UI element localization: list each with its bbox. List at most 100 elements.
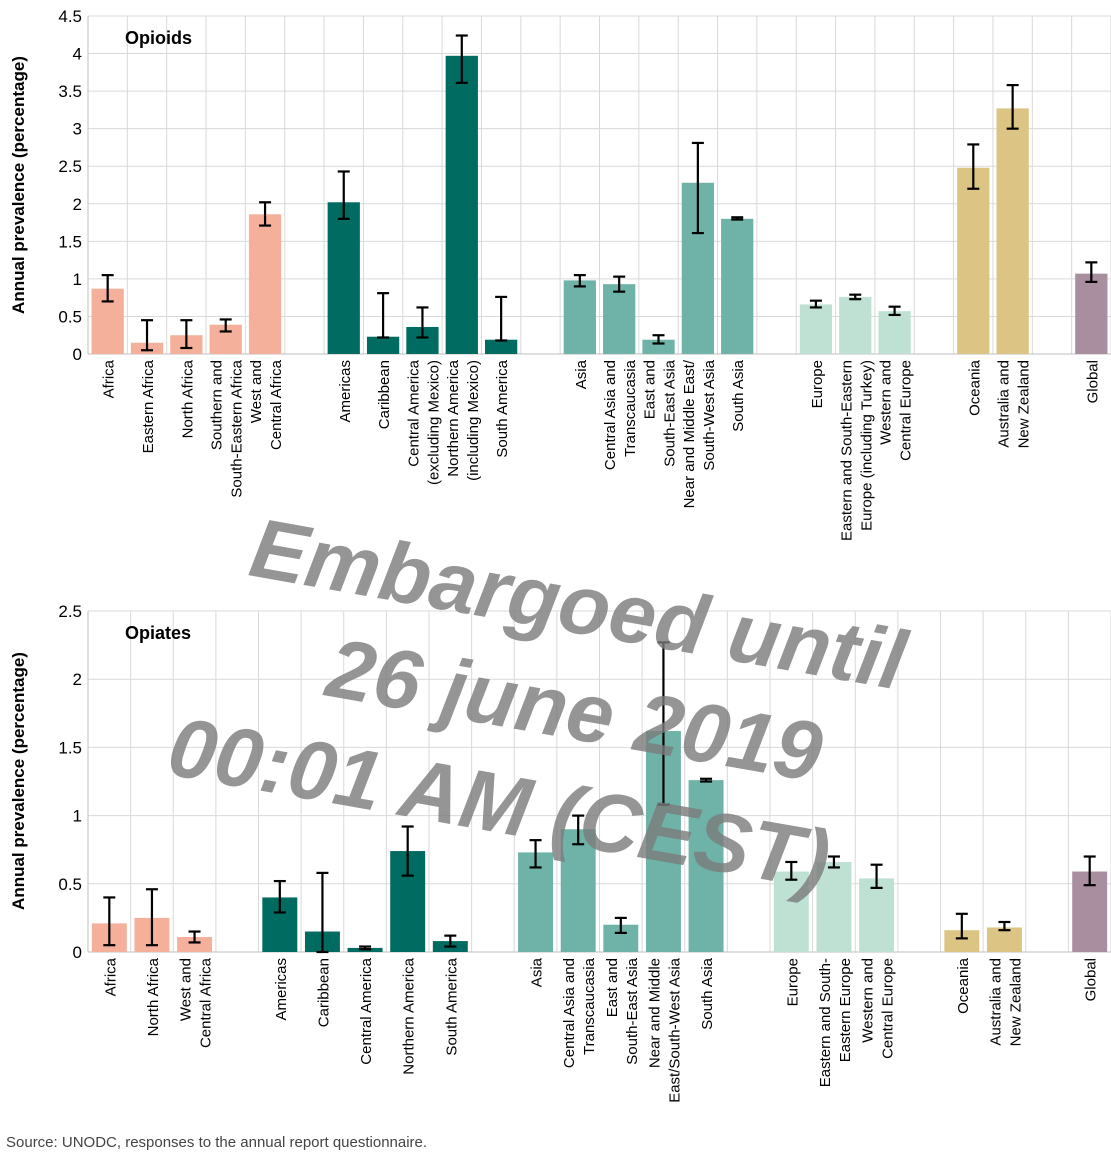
y-tick-label: 2	[73, 670, 82, 689]
x-tick-label: Europe	[784, 958, 801, 1006]
bar	[366, 336, 400, 354]
x-tick-label: Western and	[878, 360, 895, 445]
y-tick-label: 3.5	[58, 82, 82, 101]
bar	[327, 202, 360, 354]
x-tick-label: East and	[604, 958, 621, 1017]
x-tick-label: Western and	[860, 958, 877, 1043]
x-tick-label: Central Europe	[898, 360, 915, 461]
x-tick-label: Americas	[337, 360, 354, 423]
x-tick-label: Central America	[358, 957, 375, 1064]
x-tick-label: (including Mexico)	[465, 360, 482, 481]
bar	[518, 852, 554, 952]
y-tick-label: 0	[73, 943, 82, 962]
x-tick-label: West and	[178, 958, 195, 1021]
bar	[878, 311, 911, 354]
x-tick-label: Transcaucasia	[581, 957, 598, 1055]
x-tick-label: Eastern and South-Eastern	[838, 360, 855, 541]
x-tick-label: South America	[494, 359, 511, 457]
y-tick-label: 0.5	[58, 875, 82, 894]
bar	[816, 861, 852, 952]
x-tick-label: Africa	[101, 359, 118, 398]
x-tick-label: Transcaucasia	[622, 359, 639, 457]
x-tick-label: Caribbean	[376, 360, 393, 429]
x-tick-label: Asia	[573, 359, 590, 389]
panel-opioids: 0 0.5 1 1.5 2 2.5 3 3.5 4 4.5 Africa Eastern Africa…	[9, 7, 1111, 541]
bar	[177, 936, 213, 952]
bar	[986, 927, 1022, 952]
bar	[1075, 273, 1108, 354]
x-tick-label: Eastern Europe	[837, 958, 854, 1062]
y-axis-label: Annual prevalence (percentage)	[9, 56, 28, 314]
y-tick-label: 2.5	[58, 602, 82, 621]
x-tick-label: Central Africa	[198, 957, 215, 1048]
bar	[957, 167, 990, 354]
x-tick-label: Global	[1084, 360, 1101, 403]
y-tick-label: 2	[73, 195, 82, 214]
bar	[859, 878, 895, 952]
bar	[445, 55, 478, 354]
bar	[721, 218, 754, 354]
bar	[603, 284, 636, 354]
y-tick-label: 4.5	[58, 7, 82, 26]
bar	[773, 871, 809, 952]
y-tick-label: 2.5	[58, 157, 82, 176]
x-tick-label: North Africa	[179, 359, 196, 438]
bar	[642, 339, 675, 354]
x-tick-label: Americas	[273, 958, 290, 1021]
x-tick-label: Europe (including Turkey)	[858, 360, 875, 531]
x-tick-label: East and	[642, 360, 659, 419]
bar	[485, 339, 518, 354]
y-tick-label: 1	[73, 270, 82, 289]
x-tick-label: Africa	[102, 957, 119, 996]
y-tick-label: 4	[73, 45, 82, 64]
bar	[944, 930, 980, 952]
bar	[560, 829, 596, 952]
y-tick-label: 1	[73, 807, 82, 826]
x-tick-label: South Asia	[699, 957, 716, 1029]
x-tick-label: Caribbean	[315, 958, 332, 1027]
x-tick-label: Central Africa	[268, 359, 285, 450]
x-tick-label: West and	[248, 360, 265, 423]
x-tick-label: East/South-West Asia	[666, 957, 683, 1102]
x-tick-label: South-East Asia	[662, 359, 679, 466]
x-tick-label: Eastern and South-	[817, 958, 834, 1087]
bar	[688, 780, 724, 952]
y-axis-label: Annual prevalence (percentage)	[9, 652, 28, 910]
y-tick-label: 0.5	[58, 307, 82, 326]
x-tick-label: (excluding Mexico)	[425, 360, 442, 485]
bar	[563, 280, 596, 354]
x-tick-label: New Zealand	[1007, 958, 1024, 1046]
panel-title: Opioids	[125, 28, 192, 48]
x-tick-label: Northern America	[445, 359, 462, 476]
x-tick-label: Central Europe	[880, 958, 897, 1059]
x-tick-label: North Africa	[145, 957, 162, 1036]
x-tick-label: South Asia	[730, 359, 747, 431]
x-tick-label: South-West Asia	[701, 359, 718, 470]
y-tick-label: 1.5	[58, 232, 82, 251]
bar	[248, 214, 282, 354]
x-tick-label: South-Eastern Africa	[229, 359, 246, 497]
x-tick-label: Southern and	[209, 360, 226, 450]
y-tick-label: 0	[73, 345, 82, 364]
source-note: Source: UNODC, responses to the annual r…	[6, 1134, 428, 1151]
bar	[839, 296, 872, 354]
panel-title: Opiates	[125, 623, 191, 643]
x-tick-label: Central America	[405, 359, 422, 466]
x-tick-label: Global	[1083, 958, 1100, 1001]
prevalence-charts: 0 0.5 1 1.5 2 2.5 3 3.5 4 4.5 Africa Eastern Africa…	[9, 7, 1111, 1103]
x-tick-label: Central Asia and	[561, 958, 578, 1068]
x-tick-label: Eastern Africa	[140, 359, 157, 453]
x-tick-label: Asia	[529, 957, 546, 987]
x-tick-label: Australia and	[996, 360, 1013, 448]
x-tick-label: Northern America	[401, 957, 418, 1074]
x-tick-label: Near and Middle	[646, 958, 663, 1068]
x-tick-label: New Zealand	[1016, 360, 1033, 448]
x-tick-label: Central Asia and	[602, 360, 619, 470]
y-tick-label: 3	[73, 120, 82, 139]
x-tick-label: Europe	[809, 360, 826, 408]
x-tick-label: Oceania	[966, 359, 983, 416]
y-tick-label: 1.5	[58, 738, 82, 757]
x-tick-label: Near and Middle East/	[681, 359, 698, 508]
